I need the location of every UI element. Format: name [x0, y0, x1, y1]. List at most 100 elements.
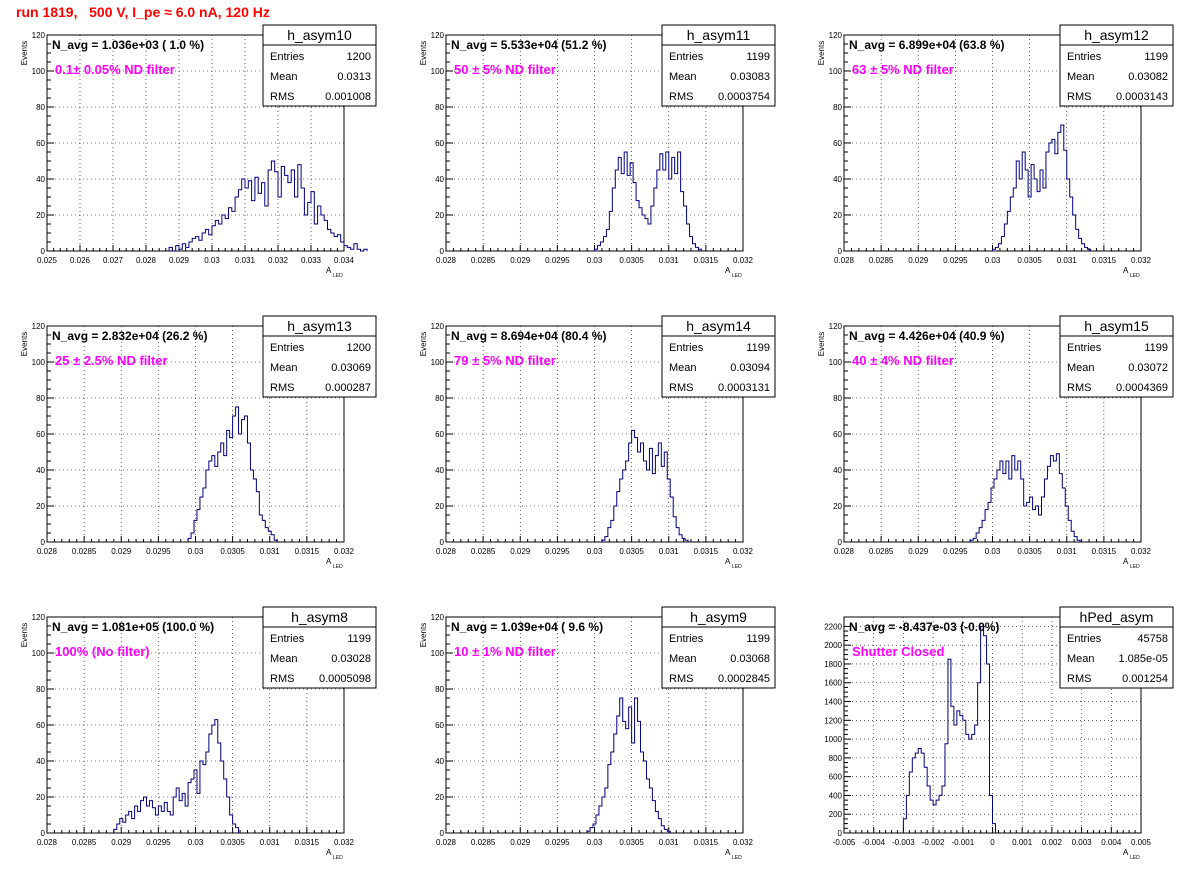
n-avg-text: N_avg = 1.036e+03 ( 1.0 %)	[52, 38, 204, 52]
histogram-bin	[988, 502, 991, 542]
histogram-bin	[633, 183, 636, 251]
histogram-bin	[670, 497, 673, 542]
histogram-bin	[1077, 540, 1080, 542]
stats-box	[661, 606, 776, 689]
histogram-bin	[615, 170, 618, 251]
histogram-bin	[951, 706, 954, 833]
histogram-bin	[321, 215, 324, 251]
y-axis-label: Events	[419, 41, 428, 65]
histogram-bin	[233, 824, 236, 833]
histogram-bin	[202, 233, 205, 251]
x-tick-label: 0.028	[436, 838, 457, 847]
stat-value-mean: 0.03082	[1128, 71, 1168, 83]
histogram-bin	[623, 470, 626, 542]
x-tick-label: -0.005	[833, 838, 856, 847]
histogram-bin	[595, 249, 598, 251]
histogram-bin	[1031, 165, 1034, 251]
x-axis-label: A	[326, 266, 332, 275]
histogram-bin	[245, 188, 248, 251]
filter-annotation: 40 ± 4% ND filter	[852, 353, 954, 368]
histogram-bin	[199, 240, 202, 251]
histogram-bin	[179, 801, 182, 833]
stat-value-rms: 0.0002845	[718, 673, 770, 685]
x-tick-label: 0.029	[510, 838, 531, 847]
histogram-bin	[281, 166, 284, 251]
histogram-bin	[173, 797, 176, 833]
histogram-bin	[120, 819, 123, 833]
histogram-bin	[192, 238, 195, 251]
stat-value-entries: 45758	[1137, 633, 1168, 645]
y-tick-label: 0	[41, 538, 46, 547]
histogram-bin	[347, 247, 350, 251]
stat-label-mean: Mean	[270, 362, 298, 374]
histogram-bin	[685, 540, 688, 542]
histogram-bin	[161, 811, 164, 833]
x-tick-label: -0.004	[862, 838, 885, 847]
stat-label-rms: RMS	[669, 91, 693, 103]
histogram-bin	[1033, 510, 1036, 542]
histogram-name: h_asym14	[686, 318, 751, 334]
x-tick-label: 0.031	[235, 256, 256, 265]
histogram-series-h_asym14	[601, 429, 689, 542]
histogram-bin	[667, 479, 670, 542]
histogram-bin	[632, 743, 635, 833]
histogram-bin	[1040, 170, 1043, 251]
histogram-bin	[646, 779, 649, 833]
x-tick-label: 0.028	[436, 547, 457, 556]
y-tick-label: 120	[829, 31, 843, 40]
y-tick-label: 20	[435, 793, 444, 802]
histogram-bin	[602, 540, 605, 542]
histogram-bin	[200, 497, 203, 542]
histogram-name: h_asym9	[690, 609, 747, 625]
panel-h_asym8: 0.028 0.0285 0.029 0.0295 0.03 0.0305 0.031 0.0…	[20, 606, 377, 861]
x-tick-label: 0.0295	[943, 547, 968, 556]
x-axis-label-subscript: LED	[732, 564, 742, 570]
y-tick-label: 100	[32, 358, 46, 367]
histogram-bin	[235, 197, 238, 251]
y-axis-label: Events	[817, 332, 826, 356]
histogram-bin	[176, 788, 179, 833]
x-tick-label: 0.0295	[545, 256, 570, 265]
x-tick-label: 0.0295	[545, 838, 570, 847]
y-tick-label: 2200	[824, 622, 842, 631]
histogram-bin	[215, 466, 218, 542]
histogram-bin	[245, 416, 248, 542]
x-tick-label: 0.0295	[146, 838, 171, 847]
histogram-bin	[669, 179, 672, 251]
histogram-bin	[966, 734, 969, 833]
histogram-bin	[612, 188, 615, 251]
histogram-bin	[948, 659, 951, 833]
y-tick-label: 80	[833, 103, 842, 112]
stat-label-mean: Mean	[669, 71, 697, 83]
y-tick-label: 20	[833, 502, 842, 511]
x-tick-label: 0.031	[659, 547, 680, 556]
x-axis-label: A	[725, 266, 731, 275]
x-tick-label: 0.028	[37, 838, 58, 847]
histogram-bin	[678, 152, 681, 251]
y-tick-label: 40	[435, 466, 444, 475]
histogram-bin	[976, 533, 979, 542]
histogram-bin	[918, 748, 921, 833]
histogram-bin	[230, 815, 233, 833]
x-tick-label: 0.029	[908, 256, 929, 265]
histogram-bin	[268, 170, 271, 251]
histogram-bin	[600, 242, 603, 251]
histogram-bin	[903, 819, 906, 833]
y-tick-label: 1400	[824, 698, 842, 707]
stat-value-entries: 1200	[347, 342, 371, 354]
histogram-bin	[268, 531, 271, 542]
histogram-bin	[1044, 479, 1047, 542]
histogram-bin	[617, 716, 620, 833]
histogram-bin	[167, 811, 170, 833]
histogram-bin	[1074, 537, 1077, 542]
y-tick-label: 1800	[824, 660, 842, 669]
x-tick-label: 0.029	[169, 256, 190, 265]
histogram-bin	[1065, 506, 1068, 542]
histogram-bin	[176, 246, 179, 251]
panel-h_asym13: 0.028 0.0285 0.029 0.0295 0.03 0.0305 0.031 0.0…	[20, 315, 377, 570]
panel-h_asym14: 0.028 0.0285 0.029 0.0295 0.03 0.0305 0.031 0.0…	[419, 315, 776, 570]
x-axis-label-subscript: LED	[732, 855, 742, 861]
x-tick-label: 0.029	[908, 547, 929, 556]
stats-box	[661, 24, 776, 107]
histogram-bin	[285, 175, 288, 251]
